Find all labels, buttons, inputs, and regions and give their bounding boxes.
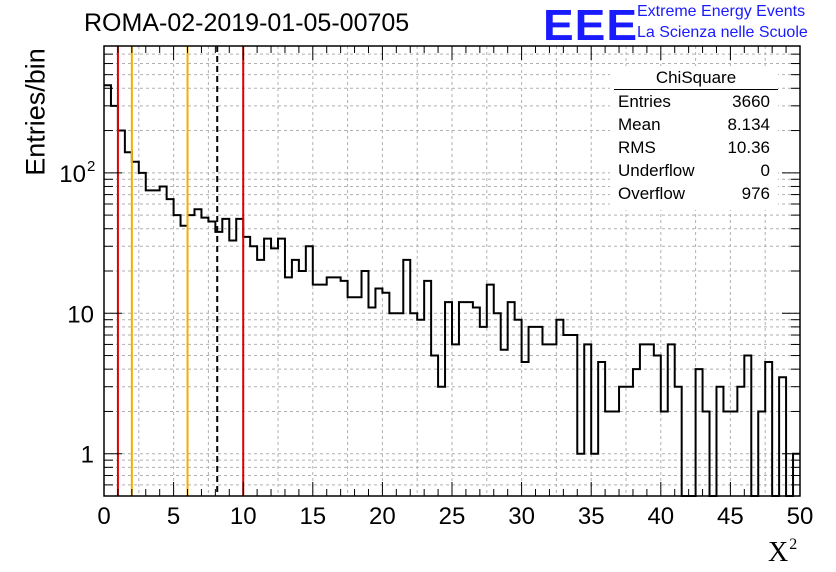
stats-value: 8.134 [727, 115, 770, 134]
stats-label: Mean [618, 115, 661, 134]
x-tick-label: 35 [578, 503, 605, 530]
stats-label: Entries [618, 92, 671, 111]
x-axis-ticks: 0 5 10 15 20 25 30 35 40 45 50 [97, 46, 813, 530]
x-tick-label: 50 [787, 503, 814, 530]
x-tick-label: 25 [439, 503, 466, 530]
stats-label: Underflow [618, 161, 695, 180]
logo-line-2: La Scienza nelle Scuole [637, 24, 808, 41]
logo-line-1: Extreme Energy Events [637, 3, 806, 20]
y-tick-label: 10 [59, 161, 86, 188]
x-tick-label: 0 [97, 503, 110, 530]
stats-box: ChiSquare Entries 3660 Mean 8.134 RMS 10.36… [610, 66, 778, 210]
reference-lines [116, 46, 245, 496]
stats-value: 10.36 [727, 138, 770, 157]
stats-value: 0 [760, 161, 770, 180]
x-tick-label: 15 [299, 503, 326, 530]
x-tick-label: 30 [508, 503, 535, 530]
chart-title: ROMA-02-2019-01-05-00705 [84, 9, 410, 37]
y-tick-label-superscript: 2 [87, 158, 95, 175]
stats-label: Overflow [618, 184, 686, 203]
x-tick-label: 10 [230, 503, 257, 530]
y-tick-label: 10 [67, 301, 94, 328]
x-axis-label: X2 [768, 536, 797, 569]
x-tick-label: 45 [717, 503, 744, 530]
eee-logo: EEE [543, 0, 639, 50]
stats-value: 3660 [732, 92, 770, 111]
y-axis-label: Entries/bin [20, 48, 51, 176]
y-tick-label: 1 [81, 442, 94, 469]
stats-row: RMS 10.36 [610, 136, 778, 159]
x-tick-label: 20 [369, 503, 396, 530]
stats-label: RMS [618, 138, 656, 157]
x-tick-label: 40 [647, 503, 674, 530]
stats-title: ChiSquare [614, 67, 778, 90]
x-axis-label-superscript: 2 [789, 536, 798, 553]
x-axis-label-text: X [768, 537, 789, 568]
x-tick-label: 5 [167, 503, 180, 530]
stats-row: Overflow 976 [610, 182, 778, 205]
stats-value: 976 [741, 184, 770, 203]
stats-row: Underflow 0 [610, 159, 778, 182]
stats-row: Entries 3660 [610, 90, 778, 113]
stats-row: Mean 8.134 [610, 113, 778, 136]
